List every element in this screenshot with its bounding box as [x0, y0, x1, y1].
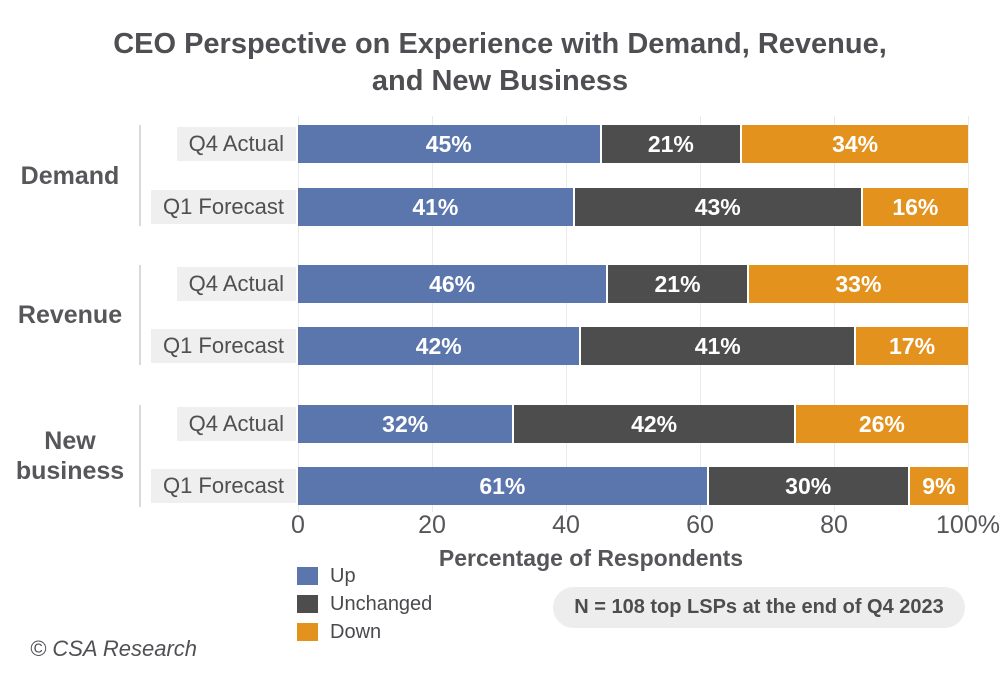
- x-axis-title: Percentage of Respondents: [438, 545, 744, 571]
- legend-label-down: Down: [330, 621, 382, 643]
- x-tick-60: 60: [686, 511, 714, 539]
- bar-value-label: 16%: [892, 193, 939, 220]
- bar-segment-up: 41%: [298, 188, 573, 226]
- gridline: [834, 116, 835, 512]
- bar-new-business-q1-forecast: 61% 30% 9%: [298, 467, 968, 505]
- x-tick-80: 80: [820, 511, 848, 539]
- gridline: [700, 116, 701, 512]
- legend-swatch-up-icon: [297, 567, 318, 585]
- bar-revenue-q4-actual: 46% 21% 33%: [298, 265, 968, 303]
- bar-value-label: 21%: [654, 270, 701, 297]
- group-label-new-business: New business: [15, 427, 125, 485]
- bar-segment-unchanged: 21%: [599, 125, 741, 163]
- bar-segment-unchanged: 41%: [579, 327, 855, 365]
- x-tick-20: 20: [418, 511, 446, 539]
- chart-title-line2: and New Business: [371, 65, 629, 97]
- bar-value-label: 32%: [382, 410, 429, 437]
- bar-value-label: 34%: [832, 130, 879, 157]
- row-label-new-business-q4-actual: Q4 Actual: [0, 405, 296, 443]
- bar-segment-unchanged: 43%: [572, 188, 861, 226]
- row-label-demand-q4-actual: Q4 Actual: [0, 125, 296, 163]
- chart-title: CEO Perspective on Experience with Deman…: [0, 26, 1000, 100]
- note-badge: N = 108 top LSPs at the end of Q4 2023: [553, 587, 965, 628]
- row-label-new-business-q1-forecast: Q1 Forecast: [0, 467, 296, 505]
- bar-segment-up: 32%: [298, 405, 513, 443]
- x-tick-100-: 100%: [936, 511, 1000, 539]
- legend: Up Unchanged Down: [297, 565, 433, 651]
- bar-segment-unchanged: 21%: [606, 265, 747, 303]
- copyright: © CSA Research: [30, 636, 198, 661]
- legend-item-unchanged: Unchanged: [297, 593, 433, 615]
- gridline: [566, 116, 567, 512]
- bar-value-label: 41%: [694, 332, 741, 359]
- row-label-demand-q1-forecast: Q1 Forecast: [0, 188, 296, 226]
- bar-value-label: 45%: [425, 130, 472, 157]
- bar-value-label: 21%: [647, 130, 694, 157]
- bar-segment-down: 9%: [907, 467, 968, 505]
- legend-item-up: Up: [297, 565, 432, 587]
- legend-item-down: Down: [297, 621, 432, 643]
- bar-segment-down: 33%: [746, 265, 968, 303]
- bar-value-label: 30%: [785, 472, 832, 499]
- bar-segment-up: 46%: [298, 265, 607, 303]
- gridline: [298, 116, 299, 512]
- bar-value-label: 42%: [631, 410, 678, 437]
- bar-value-label: 26%: [858, 410, 905, 437]
- group-label-revenue: Revenue: [17, 301, 123, 329]
- x-tick-0: 0: [291, 511, 305, 539]
- legend-swatch-unchanged-icon: [297, 595, 318, 613]
- row-label-revenue-q1-forecast: Q1 Forecast: [0, 327, 296, 365]
- x-tick-40: 40: [552, 511, 580, 539]
- bar-value-label: 42%: [415, 332, 462, 359]
- legend-label-up: Up: [330, 565, 356, 587]
- group-separator: [139, 125, 141, 226]
- bar-value-label: 61%: [479, 472, 526, 499]
- bar-value-label: 46%: [429, 270, 476, 297]
- group-label-demand: Demand: [20, 161, 120, 190]
- gridline: [432, 116, 433, 512]
- row-label-text: Q4 Actual: [176, 267, 296, 301]
- bar-new-business-q4-actual: 32% 42% 26%: [298, 405, 968, 443]
- bar-segment-down: 26%: [793, 405, 968, 443]
- chart-title-line1: CEO Perspective on Experience with Deman…: [113, 28, 887, 60]
- bar-segment-down: 17%: [854, 327, 968, 365]
- bar-value-label: 43%: [694, 193, 741, 220]
- bar-segment-up: 45%: [298, 125, 600, 163]
- bar-value-label: 17%: [889, 332, 936, 359]
- row-label-text: Q1 Forecast: [150, 329, 296, 363]
- group-separator: [139, 405, 141, 507]
- row-label-text: Q1 Forecast: [150, 190, 296, 224]
- bar-segment-down: 16%: [860, 188, 968, 226]
- group-separator: [139, 265, 141, 365]
- bar-segment-unchanged: 42%: [512, 405, 794, 443]
- legend-label-unchanged: Unchanged: [330, 593, 433, 615]
- bar-segment-up: 42%: [298, 327, 580, 365]
- bar-segment-up: 61%: [298, 467, 707, 505]
- bar-segment-unchanged: 30%: [706, 467, 908, 505]
- bar-value-label: 41%: [412, 193, 459, 220]
- bar-value-label: 9%: [922, 472, 956, 499]
- row-label-revenue-q4-actual: Q4 Actual: [0, 265, 296, 303]
- row-label-text: Q4 Actual: [176, 127, 296, 161]
- bar-segment-down: 34%: [740, 125, 968, 163]
- bar-value-label: 33%: [835, 270, 882, 297]
- bar-demand-q1-forecast: 41% 43% 16%: [298, 188, 968, 226]
- bar-revenue-q1-forecast: 42% 41% 17%: [298, 327, 968, 365]
- row-label-text: Q1 Forecast: [150, 469, 296, 503]
- bar-demand-q4-actual: 45% 21% 34%: [298, 125, 968, 163]
- row-label-text: Q4 Actual: [176, 407, 296, 441]
- legend-swatch-down-icon: [297, 623, 318, 641]
- gridline: [968, 116, 969, 512]
